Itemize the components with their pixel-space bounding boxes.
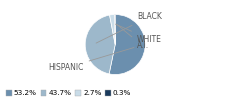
Text: A.I.: A.I. bbox=[117, 25, 149, 50]
Wedge shape bbox=[109, 14, 145, 74]
Text: WHITE: WHITE bbox=[115, 24, 162, 44]
Legend: 53.2%, 43.7%, 2.7%, 0.3%: 53.2%, 43.7%, 2.7%, 0.3% bbox=[6, 90, 131, 96]
Wedge shape bbox=[85, 15, 115, 74]
Text: HISPANIC: HISPANIC bbox=[48, 48, 134, 72]
Wedge shape bbox=[110, 14, 115, 44]
Text: BLACK: BLACK bbox=[96, 12, 162, 43]
